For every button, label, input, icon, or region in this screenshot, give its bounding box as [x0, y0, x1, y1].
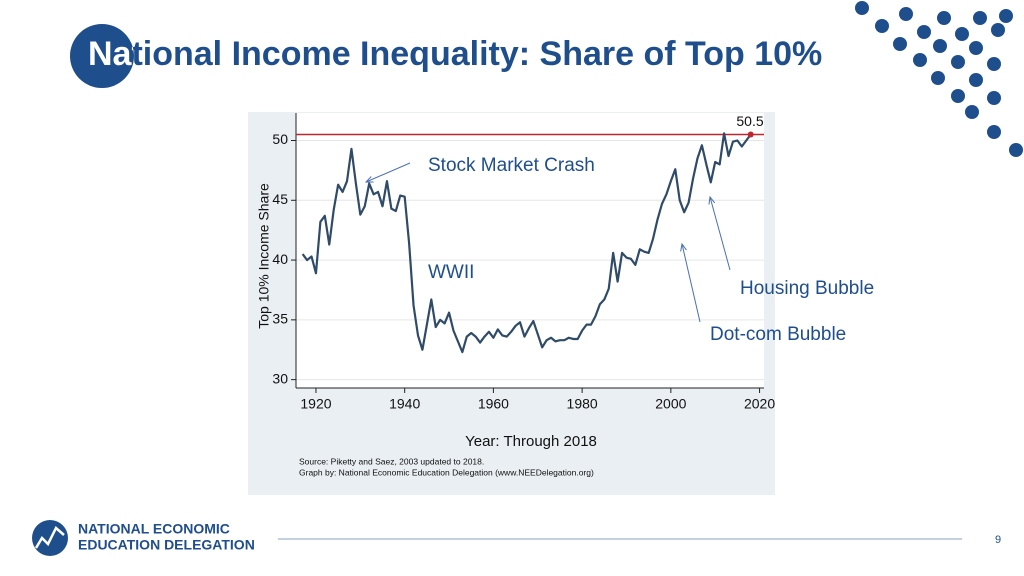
y-tick-label: 35 [272, 311, 288, 327]
slide-title: National Income Inequality: Share of Top… [88, 35, 822, 73]
x-tick-label: 1940 [389, 396, 420, 412]
decoration-dots [855, 1, 1023, 157]
decoration-dot [917, 25, 931, 39]
annotation: Dot-com Bubble [710, 324, 846, 345]
logo-text: EDUCATION DELEGATION [78, 537, 255, 553]
decoration-dot [987, 125, 1001, 139]
y-tick-label: 50 [272, 131, 288, 147]
decoration-dot [855, 1, 869, 15]
decoration-dot [951, 55, 965, 69]
chart: 30 35 40 45 50 1920 1940 1960 1980 2000 2020 50.5 [272, 113, 775, 412]
x-tick-label: 2020 [744, 396, 775, 412]
x-tick-label: 2000 [655, 396, 686, 412]
decoration-dot [875, 19, 889, 33]
decoration-dot [893, 37, 907, 51]
footer-logo [32, 520, 68, 556]
reference-label: 50.5 [736, 113, 763, 129]
source-note: Source: Piketty and Saez, 2003 updated t… [299, 456, 484, 466]
decoration-dot [991, 23, 1005, 37]
decoration-dot [931, 71, 945, 85]
annotation: Stock Market Crash [428, 155, 595, 176]
slide-title-overlay: National Income Inequality: Share of Top… [88, 35, 822, 73]
title-badge [70, 24, 134, 88]
decoration-dot [1009, 143, 1023, 157]
decoration-dot [933, 39, 947, 53]
x-tick-label: 1920 [300, 396, 331, 412]
decoration-dot [987, 57, 1001, 71]
annotation-arrow [710, 197, 731, 271]
decoration-dot [937, 11, 951, 25]
annotation-arrow [366, 162, 411, 182]
decoration-dot [955, 27, 969, 41]
x-tick-label: 1980 [567, 396, 598, 412]
x-tick-label: 1960 [478, 396, 509, 412]
logo-text: NATIONAL ECONOMIC [78, 521, 230, 537]
y-axis-label: Top 10% Income Share [256, 183, 272, 329]
decoration-dot [987, 91, 1001, 105]
decoration-dot [913, 53, 927, 67]
annotation: Housing Bubble [740, 278, 874, 299]
y-tick-label: 30 [272, 370, 288, 386]
decoration-dot [999, 9, 1013, 23]
decoration-dot [973, 11, 987, 25]
decoration-dot [965, 105, 979, 119]
decoration-dot [951, 89, 965, 103]
page-number: 9 [995, 534, 1001, 546]
last-point [747, 131, 754, 138]
x-axis-label: Year: Through 2018 [465, 433, 597, 450]
y-tick-label: 40 [272, 251, 288, 267]
annotation-arrow [682, 244, 701, 323]
decoration-dot [899, 7, 913, 21]
source-note: Graph by: National Economic Education De… [299, 467, 594, 477]
decoration-dot [969, 73, 983, 87]
annotation: WWII [428, 262, 474, 283]
y-tick-label: 45 [272, 191, 288, 207]
decoration-dot [969, 41, 983, 55]
data-line [301, 132, 752, 354]
